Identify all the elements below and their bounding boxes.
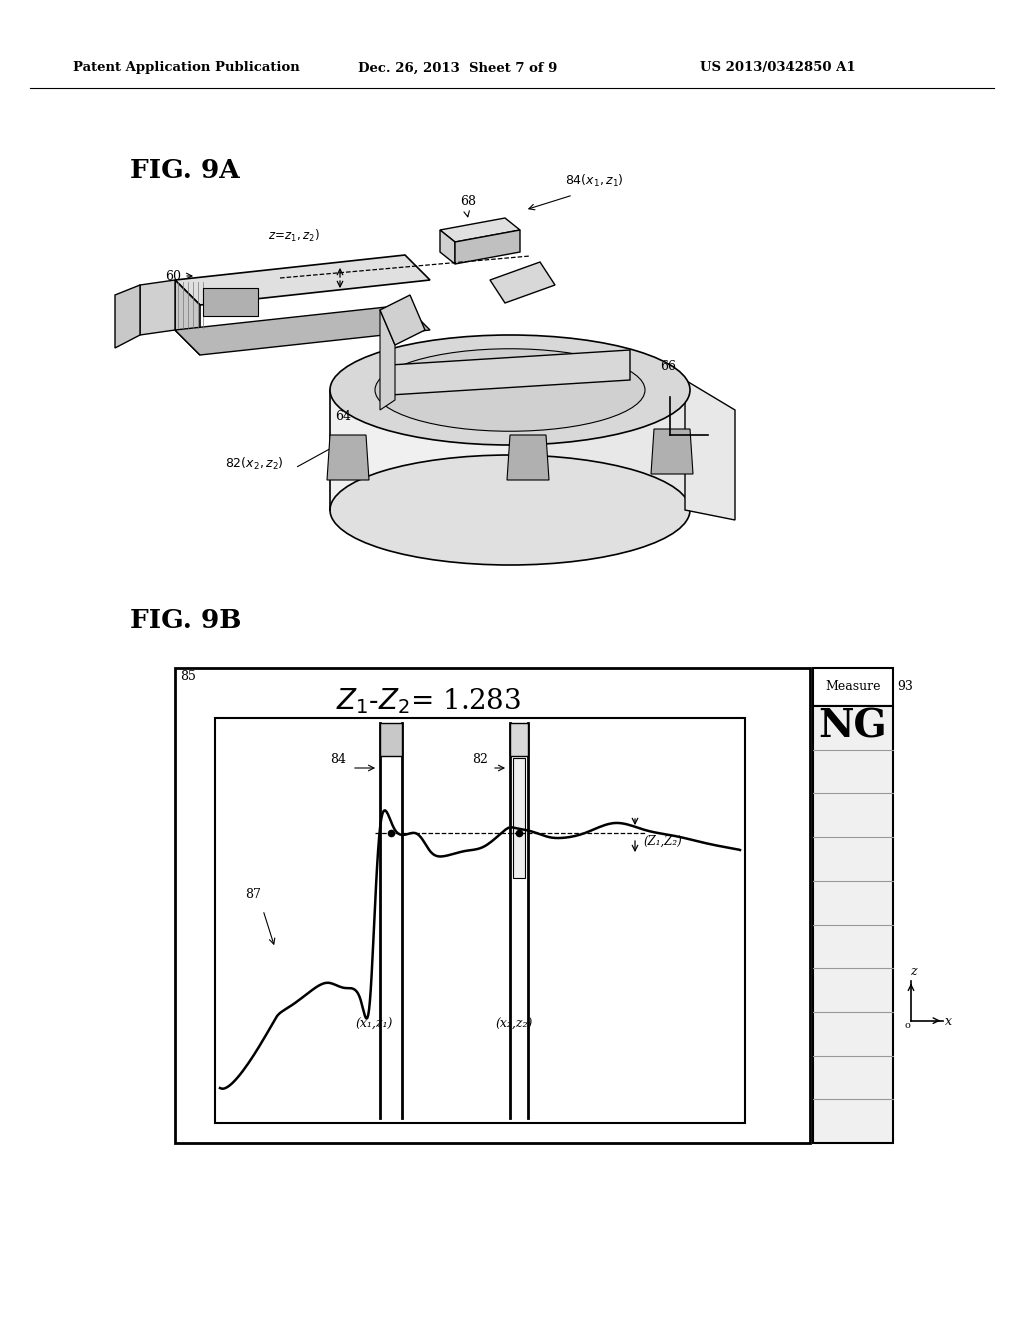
- Text: 84: 84: [330, 752, 346, 766]
- Text: NG: NG: [818, 708, 887, 746]
- Polygon shape: [380, 310, 395, 411]
- Polygon shape: [440, 230, 455, 264]
- Text: (x₂,z₂): (x₂,z₂): [495, 1018, 532, 1031]
- Text: 87: 87: [245, 888, 261, 902]
- Polygon shape: [440, 218, 520, 242]
- Polygon shape: [330, 389, 510, 565]
- Text: $84(x_1,z_1)$: $84(x_1,z_1)$: [565, 173, 624, 189]
- Text: Dec. 26, 2013  Sheet 7 of 9: Dec. 26, 2013 Sheet 7 of 9: [358, 62, 557, 74]
- Ellipse shape: [375, 348, 645, 432]
- Text: 68: 68: [460, 195, 476, 209]
- Text: (x₁,z₁): (x₁,z₁): [355, 1018, 392, 1031]
- Text: 66: 66: [660, 360, 676, 374]
- Polygon shape: [175, 305, 430, 355]
- Polygon shape: [115, 285, 140, 348]
- Polygon shape: [380, 723, 402, 756]
- Text: z: z: [909, 965, 916, 978]
- Text: (Z₁,Z₂): (Z₁,Z₂): [643, 836, 682, 847]
- Text: o: o: [904, 1020, 910, 1030]
- Polygon shape: [651, 429, 693, 474]
- Polygon shape: [685, 380, 735, 520]
- Text: $82(x_2,z_2)$: $82(x_2,z_2)$: [225, 455, 284, 473]
- Polygon shape: [390, 350, 630, 395]
- Polygon shape: [455, 230, 520, 264]
- Text: 93: 93: [897, 681, 912, 693]
- Polygon shape: [380, 294, 425, 345]
- Text: x: x: [945, 1015, 952, 1028]
- Polygon shape: [507, 436, 549, 480]
- Text: Patent Application Publication: Patent Application Publication: [73, 62, 300, 74]
- Text: Measure: Measure: [825, 681, 881, 693]
- Text: z: z: [670, 381, 676, 393]
- Bar: [215, 718, 745, 1123]
- Ellipse shape: [330, 455, 690, 565]
- Bar: [813, 668, 893, 706]
- Text: 64: 64: [335, 411, 351, 422]
- Text: $z\!=\!z_1,z_2)$: $z\!=\!z_1,z_2)$: [268, 228, 319, 244]
- Polygon shape: [140, 280, 175, 335]
- Bar: [813, 706, 893, 1143]
- Polygon shape: [327, 436, 369, 480]
- Text: 85: 85: [180, 671, 196, 682]
- Text: FIG. 9B: FIG. 9B: [130, 607, 242, 632]
- Text: FIG. 9A: FIG. 9A: [130, 157, 240, 182]
- Polygon shape: [203, 288, 258, 315]
- Polygon shape: [510, 389, 690, 565]
- Text: 82: 82: [472, 752, 487, 766]
- Polygon shape: [175, 255, 430, 305]
- Ellipse shape: [330, 335, 690, 445]
- Polygon shape: [513, 758, 525, 878]
- Polygon shape: [510, 723, 528, 756]
- Polygon shape: [175, 280, 200, 355]
- Text: $Z_1$-$Z_2$= 1.283: $Z_1$-$Z_2$= 1.283: [337, 686, 521, 715]
- Polygon shape: [490, 261, 555, 304]
- Text: x: x: [711, 429, 718, 442]
- Text: US 2013/0342850 A1: US 2013/0342850 A1: [700, 62, 856, 74]
- Bar: [175, 668, 810, 1143]
- Text: 60: 60: [165, 271, 181, 282]
- Text: o: o: [664, 436, 669, 444]
